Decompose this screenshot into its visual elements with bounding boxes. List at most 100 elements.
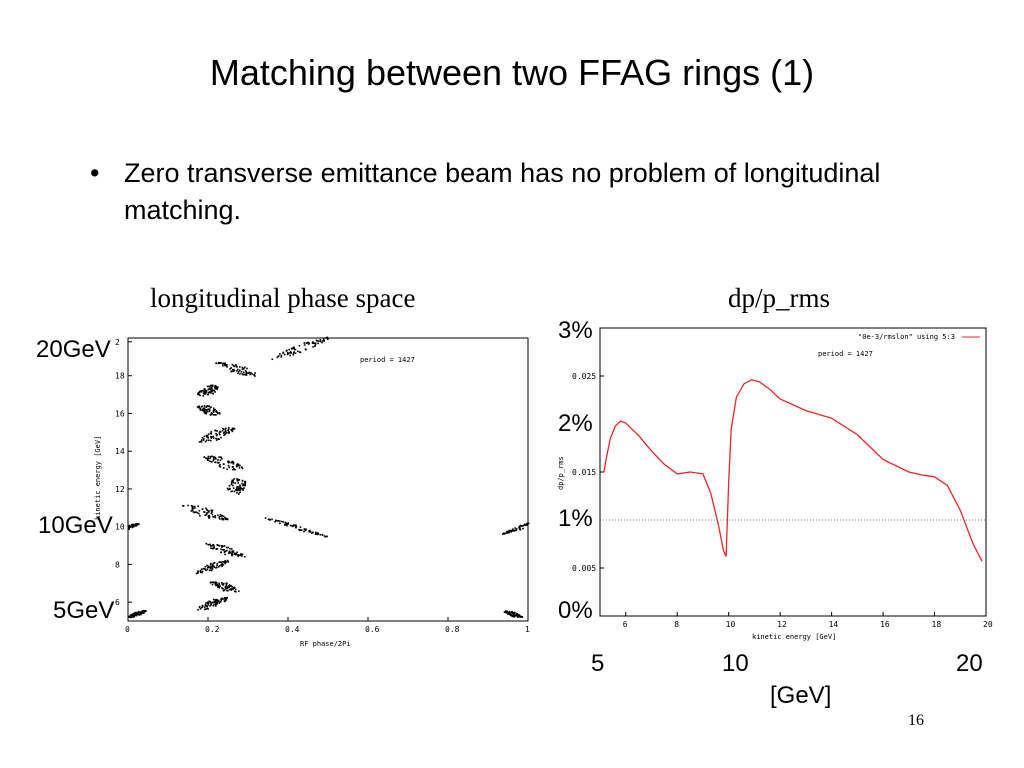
phase-space-point <box>237 482 239 484</box>
phase-space-point <box>200 406 203 408</box>
phase-space-ytick-label: 8 <box>115 560 120 569</box>
phase-space-point <box>223 589 226 591</box>
phase-space-point <box>208 516 211 518</box>
phase-space-point <box>208 405 211 408</box>
phase-space-point <box>298 344 301 347</box>
phase-space-point <box>205 409 208 411</box>
phase-space-point <box>228 466 230 469</box>
phase-space-point <box>210 431 213 433</box>
phase-space-point <box>135 612 138 614</box>
phase-space-point <box>232 468 235 470</box>
dpp-legend: "0e-3/rmslon" using 5:3 <box>858 333 955 341</box>
phase-space-point <box>310 532 313 535</box>
phase-space-point <box>232 364 235 367</box>
phase-space-point <box>222 515 225 518</box>
phase-space-point <box>210 569 212 572</box>
phase-space-point <box>216 564 218 567</box>
phase-space-point <box>215 386 218 389</box>
phase-space-point <box>239 489 241 491</box>
phase-space-point <box>230 548 233 550</box>
phase-space-point <box>232 466 234 468</box>
phase-space-point <box>212 543 214 546</box>
phase-space-point <box>507 612 509 615</box>
phase-space-point <box>224 587 227 590</box>
phase-space-point <box>130 616 132 619</box>
phase-space-point <box>230 481 233 483</box>
phase-space-point <box>209 600 211 603</box>
phase-space-point <box>212 409 215 412</box>
phase-space-point <box>209 457 211 460</box>
phase-space-point <box>242 373 245 376</box>
phase-space-point <box>216 544 219 546</box>
phase-space-point <box>205 607 208 610</box>
phase-space-point <box>201 605 204 607</box>
phase-space-point <box>226 559 229 562</box>
phase-space-point <box>223 600 226 602</box>
phase-space-point <box>206 509 209 512</box>
phase-space-point <box>210 406 212 409</box>
phase-space-point <box>203 407 205 409</box>
phase-space-point <box>206 457 209 460</box>
phase-space-point <box>299 526 302 528</box>
phase-space-point <box>216 411 218 413</box>
phase-space-point <box>223 551 226 553</box>
phase-space-point <box>309 529 311 532</box>
phase-space-point <box>271 358 274 361</box>
phase-space-point <box>324 535 327 538</box>
label-5gev: 5GeV <box>53 597 115 624</box>
phase-space-point <box>304 529 307 532</box>
phase-space-point <box>210 509 212 512</box>
phase-space-plot-frame <box>127 337 529 622</box>
phase-space-point <box>206 511 209 514</box>
phase-space-point <box>293 348 296 351</box>
dpp-annotation: period = 1427 <box>818 350 873 358</box>
phase-space-point <box>211 511 213 513</box>
dpp-ytick-label: 0.005 <box>572 564 596 573</box>
phase-space-point <box>526 522 528 525</box>
phase-space-annotation: period = 1427 <box>360 356 415 364</box>
phase-space-point <box>198 512 200 515</box>
phase-space-point <box>294 352 297 354</box>
phase-space-point <box>219 463 221 466</box>
phase-space-point <box>223 549 225 551</box>
phase-space-point <box>232 479 235 482</box>
phase-space-point <box>137 613 140 615</box>
phase-space-xtick-label: 0 <box>125 625 130 634</box>
phase-space-point <box>230 482 233 485</box>
phase-space-point <box>208 600 211 603</box>
phase-space-point <box>215 603 217 605</box>
phase-space-point <box>315 532 317 535</box>
phase-space-point <box>143 610 146 613</box>
phase-space-point <box>218 362 221 365</box>
phase-space-point <box>218 456 220 458</box>
phase-space-point <box>206 508 208 511</box>
phase-space-point <box>236 463 239 465</box>
phase-space-point <box>211 455 213 458</box>
phase-space-point <box>202 439 205 441</box>
phase-space-point <box>203 391 206 394</box>
phase-space-point <box>187 504 189 507</box>
phase-space-point <box>232 370 234 373</box>
phase-space-point <box>236 489 238 492</box>
phase-space-point <box>136 523 138 525</box>
phase-space-point <box>214 386 217 389</box>
phase-space-point <box>223 561 226 564</box>
phase-space-point <box>518 525 521 527</box>
phase-space-point <box>214 456 217 459</box>
phase-space-point <box>234 590 237 593</box>
phase-space-point <box>244 481 246 484</box>
phase-space-point <box>210 387 212 389</box>
phase-space-point <box>219 585 222 588</box>
phase-space-point <box>286 523 288 526</box>
phase-space-point <box>224 429 227 431</box>
phase-space-point <box>232 551 234 554</box>
phase-space-point <box>506 531 508 533</box>
phase-space-point <box>215 362 218 365</box>
phase-space-point <box>134 523 137 526</box>
phase-space-point <box>205 406 208 409</box>
phase-space-point <box>208 439 210 442</box>
phase-space-point <box>232 368 234 371</box>
phase-space-point <box>203 568 205 570</box>
phase-space-point <box>286 522 288 525</box>
phase-space-point <box>211 385 214 388</box>
